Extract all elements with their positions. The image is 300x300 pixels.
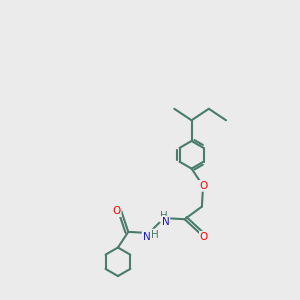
Text: O: O xyxy=(199,181,207,191)
Text: O: O xyxy=(112,206,121,216)
Text: N: N xyxy=(142,232,150,242)
Text: N: N xyxy=(162,217,170,227)
Text: O: O xyxy=(200,232,208,242)
Text: H: H xyxy=(151,230,159,240)
Text: H: H xyxy=(160,212,168,221)
